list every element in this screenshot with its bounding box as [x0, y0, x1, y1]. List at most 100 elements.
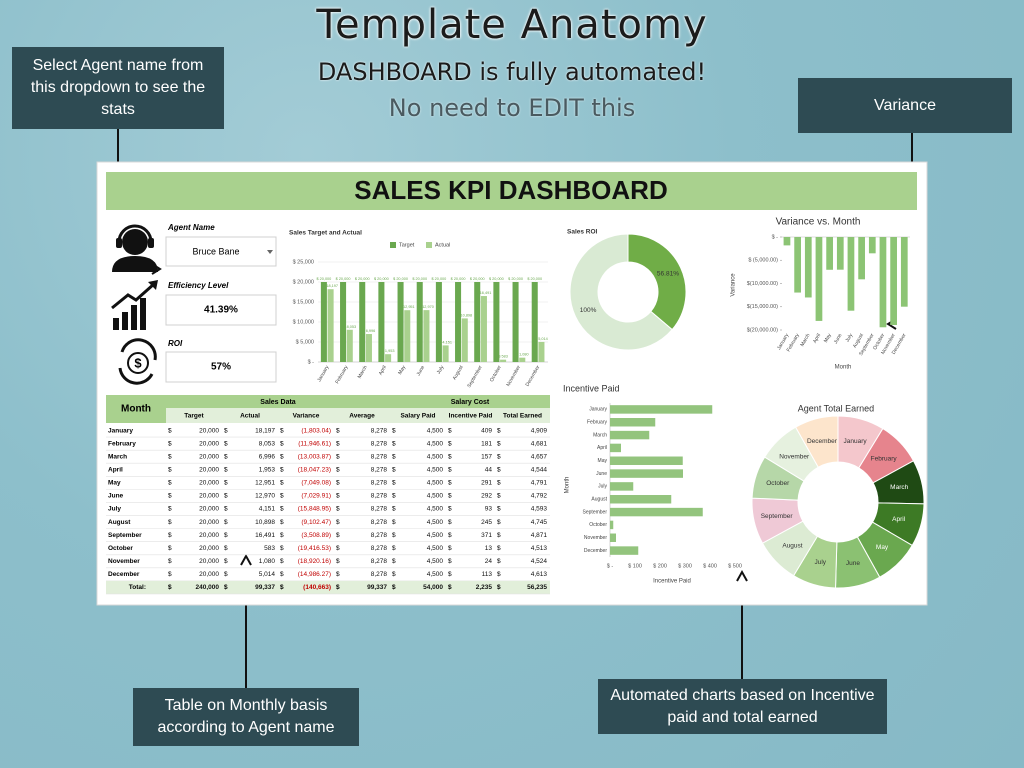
table-cell: 4,500	[427, 440, 444, 447]
table-cell: Total:	[129, 584, 146, 591]
table-cell: 157	[481, 453, 492, 460]
table-cell: 4,613	[531, 571, 548, 578]
dropdown-caret[interactable]	[267, 250, 273, 254]
page-title: Template Anatomy	[316, 2, 708, 48]
agent-name[interactable]: Bruce Bane	[192, 246, 239, 256]
bar	[416, 282, 423, 362]
table-cell: 99,337	[255, 584, 275, 591]
page-note: No need to EDIT this	[388, 94, 636, 122]
table-cell: 12,970	[255, 493, 275, 500]
table-cell: 13	[485, 545, 493, 552]
bar	[455, 282, 462, 362]
bar	[442, 345, 449, 362]
currency-sign: $	[168, 466, 172, 473]
currency-sign: $	[280, 466, 284, 473]
currency-sign: $	[392, 506, 396, 513]
table-cell: 8,278	[371, 506, 388, 513]
y-tick-label: $(20,000.00)	[747, 327, 778, 333]
currency-sign: $	[168, 493, 172, 500]
chart-title: Incentive Paid	[563, 383, 620, 393]
table-cell: 6,996	[259, 453, 276, 460]
table-cell: 4,792	[531, 493, 548, 500]
bar	[610, 469, 683, 478]
currency-sign: $	[336, 584, 340, 591]
currency-sign: $	[497, 506, 501, 513]
bar	[610, 443, 621, 453]
y-tick-label: September	[583, 509, 608, 515]
agent-dropdown[interactable]	[165, 236, 277, 267]
table-cell: 4,500	[427, 545, 444, 552]
table-cell: (140,663)	[303, 584, 331, 591]
pie-slice	[627, 233, 687, 331]
total-row-bg	[106, 580, 550, 594]
data-label: $ 8,053	[343, 325, 356, 329]
currency-sign: $	[280, 558, 284, 565]
column-header: Total Earned	[503, 413, 542, 420]
currency-sign: $	[168, 519, 172, 526]
bar	[610, 533, 616, 542]
currency-sign: $	[497, 545, 501, 552]
header-bg	[166, 408, 550, 423]
page-subtitle: DASHBOARD is fully automated!	[317, 58, 707, 86]
y-tick-label: $ -	[772, 234, 779, 240]
table-cell: 8,278	[371, 519, 388, 526]
y-tick-label: $(15,000.00)	[747, 304, 778, 310]
x-tick-label: July	[845, 332, 855, 343]
y-tick-label: $ (5,000.00)	[748, 258, 778, 264]
currency-sign: $	[336, 571, 340, 578]
table-cell: 4,500	[427, 519, 444, 526]
currency-sign: $	[336, 519, 340, 526]
table-cell: 245	[481, 519, 492, 526]
currency-sign: $	[392, 532, 396, 539]
x-tick-label: $ 300	[678, 563, 692, 569]
y-tick-label: $ 10,000	[293, 319, 314, 325]
table-cell: (9,102.47)	[301, 519, 331, 526]
currency-sign: $	[280, 427, 284, 434]
kpi-label: Efficiency Level	[168, 281, 229, 290]
table-cell: 1,080	[259, 558, 276, 565]
table-cell: 93	[485, 506, 493, 513]
currency-sign: $	[168, 558, 172, 565]
table-cell: (7,029.91)	[301, 493, 331, 500]
currency-sign: $	[280, 519, 284, 526]
currency-sign: $	[280, 532, 284, 539]
table-cell: 4,544	[531, 466, 548, 473]
currency-sign: $	[448, 480, 452, 487]
table-cell: 371	[481, 532, 492, 539]
efficiency-icon	[111, 280, 158, 330]
arrowhead	[240, 553, 252, 566]
slice-label: December	[807, 438, 838, 445]
currency-sign: $	[497, 427, 501, 434]
data-label: $ 10,898	[457, 313, 472, 317]
slice-label: July	[814, 559, 826, 566]
legend-label: Actual	[435, 242, 450, 248]
currency-sign: $	[448, 453, 452, 460]
table-cell: (11,946.61)	[298, 440, 331, 447]
table-cell: 4,909	[531, 427, 548, 434]
y-tick-label: $ 25,000	[293, 259, 314, 265]
currency-sign: $	[336, 558, 340, 565]
header-bg	[106, 395, 166, 423]
currency-sign: $	[336, 506, 340, 513]
currency-sign: $	[497, 571, 501, 578]
table-cell: September	[108, 532, 142, 539]
table-cell: (3,508.89)	[301, 532, 331, 539]
kpi-value: 41.39%	[204, 305, 238, 316]
x-tick-label: April	[812, 333, 822, 345]
table-cell: 292	[481, 493, 492, 500]
data-label: $ 1,953	[382, 349, 395, 353]
x-tick-label: July	[436, 364, 446, 375]
currency-sign: $	[224, 466, 228, 473]
y-tick-label: December	[584, 548, 607, 554]
bar	[610, 495, 672, 504]
bar	[879, 237, 887, 328]
data-label: $ 20,000	[432, 277, 447, 281]
table-cell: December	[108, 571, 140, 578]
table-cell: February	[108, 440, 136, 447]
callout: Table on Monthly basis according to Agen…	[133, 688, 359, 746]
bar	[320, 282, 327, 362]
table-cell: 18,197	[255, 427, 275, 434]
currency-sign: $	[336, 440, 340, 447]
